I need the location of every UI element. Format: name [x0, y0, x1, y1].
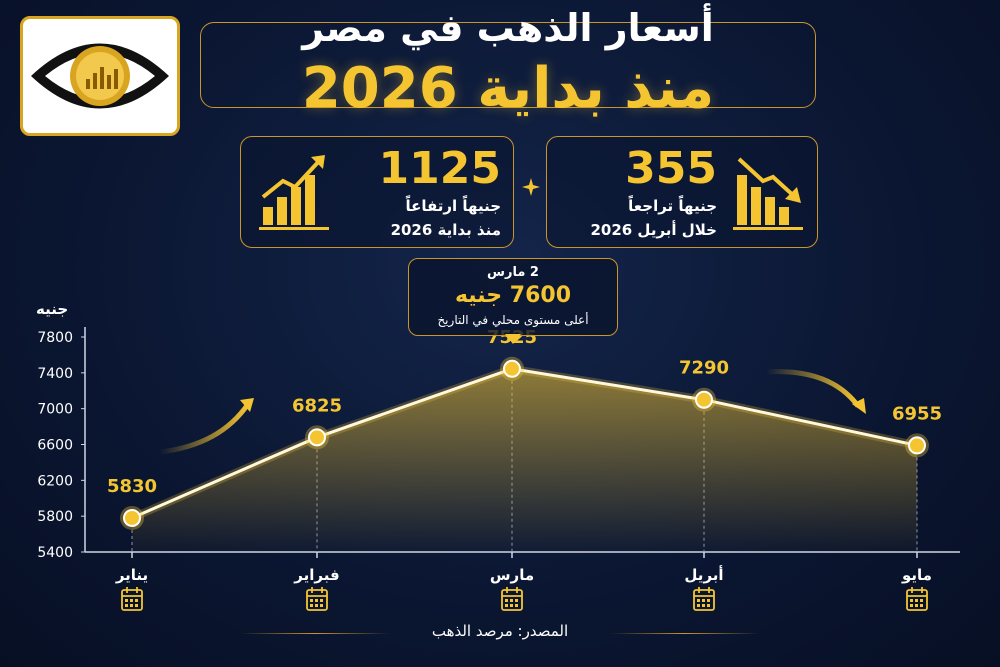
data-point: [695, 390, 713, 409]
divider: [240, 633, 390, 634]
fall-label: جنيهاً تراجعاً: [628, 197, 717, 215]
calendar-icon: [693, 587, 715, 611]
x-tick-label: أبريل: [684, 565, 723, 584]
data-point: [908, 436, 926, 455]
sparkle-icon: [522, 178, 540, 196]
x-tick-label: فبراير: [293, 566, 339, 584]
peak-value: 7600 جنيه: [454, 283, 572, 308]
x-tick-label: مارس: [490, 566, 534, 584]
falling-bars-icon: [733, 157, 803, 230]
y-tick-label: 7000: [37, 402, 73, 418]
rise-period: منذ بداية 2026: [390, 221, 501, 239]
x-tick-label: يناير: [115, 566, 148, 584]
y-axis-label: جنيه: [36, 300, 69, 318]
peak-note: أعلى مستوى محلي في التاريخ: [437, 313, 589, 327]
data-point: [503, 359, 521, 378]
up-trend-arrow-head: [240, 398, 254, 412]
page-subtitle: منذ بداية 2026: [301, 56, 715, 121]
rise-label: جنيهاً ارتفاعاً: [405, 197, 501, 215]
y-tick-label: 7800: [37, 330, 73, 346]
data-label: 6825: [292, 395, 342, 416]
peak-date: 2 مارس: [487, 265, 539, 280]
data-label: 7290: [679, 358, 729, 379]
data-point: [308, 428, 326, 447]
calendar-icon: [306, 587, 328, 611]
rise-value: 1125: [378, 143, 501, 194]
y-tick-label: 6200: [37, 473, 73, 489]
data-label: 5830: [107, 476, 157, 497]
y-tick-label: 5800: [37, 509, 73, 525]
callout-pointer: [505, 334, 521, 344]
eye-logo-icon: [31, 43, 169, 109]
logo: [20, 16, 180, 136]
data-point: [123, 508, 141, 527]
calendar-icon: [121, 587, 143, 611]
up-trend-arrow: [159, 402, 251, 455]
down-trend-arrow: [765, 369, 861, 408]
fall-stat-card: 355 جنيهاً تراجعاً خلال أبريل 2026: [546, 136, 818, 248]
calendar-icon: [906, 587, 928, 611]
y-tick-label: 5400: [37, 545, 73, 561]
title-frame: [200, 22, 816, 108]
area-fill: [132, 368, 917, 552]
y-tick-label: 6600: [37, 438, 73, 454]
x-tick-label: مايو: [901, 566, 932, 584]
calendar-icon: [501, 587, 523, 611]
divider: [610, 633, 760, 634]
page-title: أسعار الذهب في مصر: [302, 6, 714, 50]
source-note: المصدر: مرصد الذهب: [431, 622, 569, 640]
rising-bars-icon: [259, 155, 329, 230]
fall-value: 355: [625, 143, 717, 194]
fall-period: خلال أبريل 2026: [590, 221, 717, 239]
rise-stat-card: 1125 جنيهاً ارتفاعاً منذ بداية 2026: [240, 136, 514, 248]
down-trend-arrow-head: [852, 398, 866, 414]
peak-callout: 2 مارس 7600 جنيه أعلى مستوى محلي في التا…: [408, 258, 618, 336]
y-tick-label: 7400: [37, 366, 73, 382]
data-label: 6955: [892, 403, 942, 424]
